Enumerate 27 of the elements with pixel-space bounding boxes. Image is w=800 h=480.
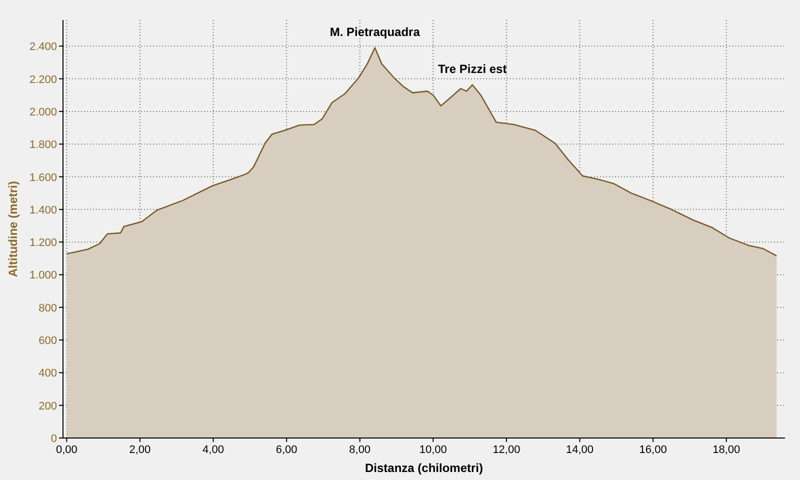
x-tick-label: 10,00: [419, 444, 447, 456]
y-tick-label: 1.200: [29, 237, 57, 250]
y-tick-label: 400: [38, 368, 57, 380]
y-tick-label: 2.400: [29, 41, 57, 54]
x-tick-label: 2,00: [129, 444, 151, 456]
y-tick-label: 1.600: [29, 172, 57, 184]
y-tick-label: 1.400: [29, 204, 57, 216]
x-tick-label: 8,00: [349, 444, 371, 456]
annotation: Tre Pizzi est: [438, 62, 507, 76]
x-tick-label: 18,00: [712, 444, 740, 456]
x-tick-label: 0,00: [56, 444, 78, 456]
y-tick-label: 1.000: [29, 270, 57, 282]
x-axis-title: Distanza (chilometri): [364, 461, 484, 475]
x-tick-label: 12,00: [492, 444, 520, 456]
y-axis-title: Altitudine (metri): [6, 181, 20, 277]
x-tick-label: 14,00: [566, 444, 594, 456]
y-tick-label: 600: [38, 335, 57, 348]
x-tick-label: 6,00: [276, 444, 298, 456]
x-tick-label: 16,00: [639, 444, 667, 456]
y-tick-label: 1.800: [29, 139, 57, 152]
y-tick-label: 0: [50, 433, 57, 445]
annotation: M. Pietraquadra: [330, 24, 420, 39]
y-tick-label: 800: [38, 302, 57, 314]
y-tick-label: 200: [38, 400, 57, 412]
x-tick-label: 4,00: [202, 444, 224, 456]
y-tick-label: 2.000: [29, 106, 57, 118]
y-tick-label: 2.200: [29, 74, 57, 86]
